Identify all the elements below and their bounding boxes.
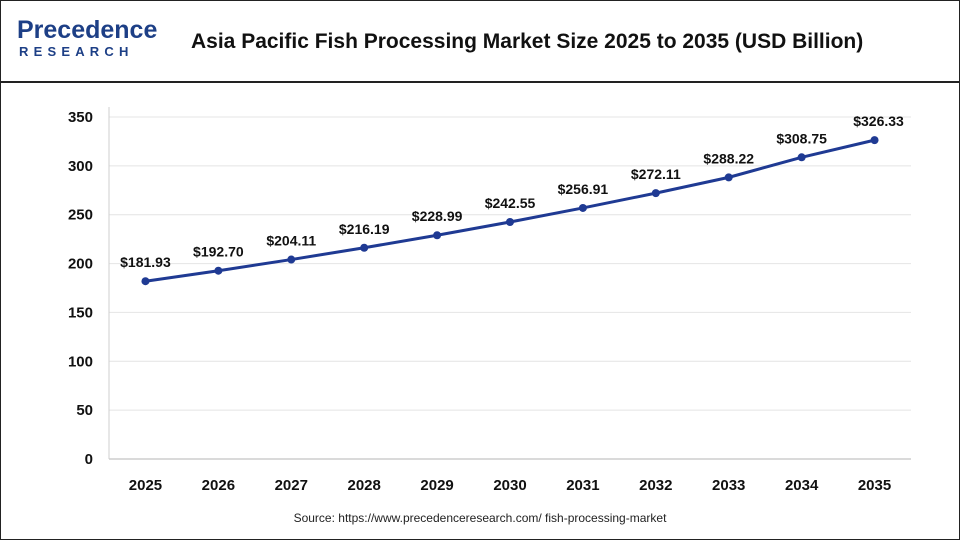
data-label: $242.55	[485, 195, 536, 211]
data-point	[506, 217, 514, 226]
data-point	[651, 189, 660, 198]
data-label: $216.19	[339, 221, 390, 237]
x-tick-label: 2030	[493, 477, 526, 494]
data-label: $272.11	[631, 166, 681, 182]
x-tick-label: 2026	[202, 477, 235, 494]
data-point	[287, 255, 296, 264]
data-label: $181.93	[120, 254, 171, 270]
y-tick-label: 0	[85, 451, 93, 468]
y-tick-label: 50	[76, 402, 93, 419]
data-label: $308.75	[776, 130, 827, 146]
x-tick-label: 2029	[420, 477, 453, 494]
data-point	[360, 243, 369, 252]
x-tick-label: 2035	[858, 477, 891, 494]
data-point	[578, 203, 587, 212]
line-chart: 0 50 100 150 200 250 300 350 2025 2026 2027 2028 202…	[68, 107, 911, 494]
y-tick-label: 150	[68, 304, 93, 321]
data-point	[870, 136, 879, 145]
x-tick-label: 2027	[275, 477, 308, 494]
x-tick-label: 2031	[566, 477, 599, 494]
chart-area: 0 50 100 150 200 250 300 350 2025 2026 2027 2028 202…	[1, 83, 959, 539]
data-point	[797, 153, 806, 162]
header: Precedence RESEARCH Asia Pacific Fish Pr…	[1, 1, 959, 83]
y-tick-label: 200	[68, 256, 93, 273]
x-tick-label: 2028	[347, 477, 380, 494]
x-tick-label: 2025	[129, 477, 162, 494]
chart-title: Asia Pacific Fish Processing Market Size…	[191, 30, 864, 53]
data-label: $326.33	[853, 113, 904, 129]
y-tick-label: 250	[68, 207, 93, 224]
data-point	[141, 277, 150, 286]
data-label: $288.22	[703, 150, 754, 166]
data-label: $192.70	[193, 244, 244, 260]
data-label: $204.11	[266, 233, 316, 249]
data-point	[724, 173, 733, 182]
logo-wordmark: Precedence	[17, 16, 158, 44]
precedence-research-logo: Precedence RESEARCH	[17, 15, 167, 67]
data-label: $228.99	[412, 208, 463, 224]
y-tick-label: 100	[68, 353, 93, 370]
data-point	[214, 266, 223, 275]
x-tick-label: 2034	[785, 477, 819, 494]
data-label: $256.91	[558, 181, 609, 197]
y-tick-label: 300	[68, 158, 93, 175]
source-note: Source: https://www.precedenceresearch.c…	[293, 511, 667, 525]
logo-subtitle: RESEARCH	[19, 44, 134, 59]
data-point	[433, 231, 442, 240]
y-tick-label: 350	[68, 109, 93, 126]
x-tick-label: 2032	[639, 477, 672, 494]
x-tick-label: 2033	[712, 477, 745, 494]
